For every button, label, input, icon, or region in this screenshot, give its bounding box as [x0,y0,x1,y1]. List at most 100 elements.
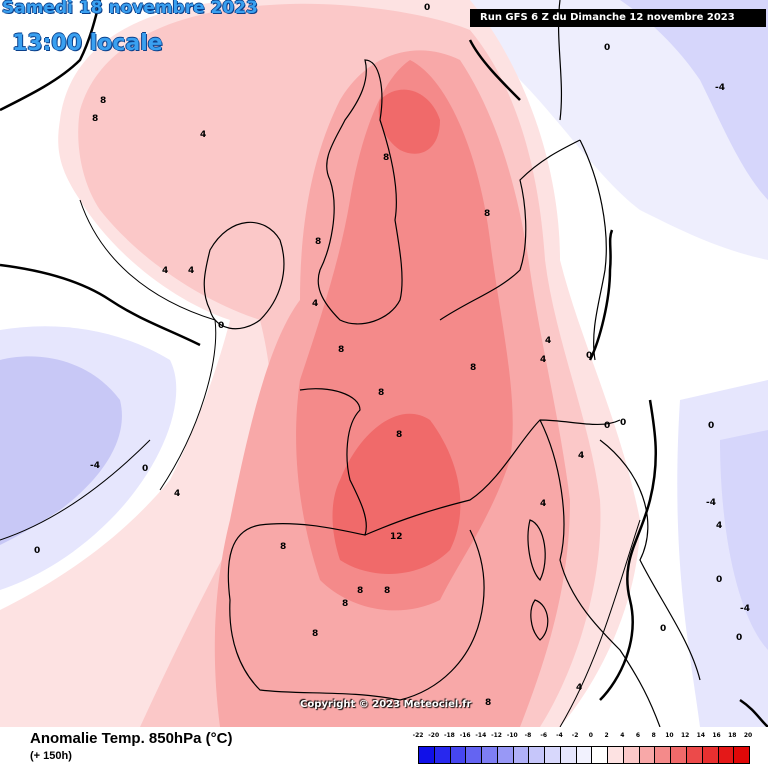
legend-swatch [608,747,624,763]
svg-text:-4: -4 [715,83,725,93]
svg-text:4: 4 [312,299,318,309]
svg-text:4: 4 [188,266,194,276]
svg-text:8: 8 [280,542,286,552]
svg-text:8: 8 [92,114,98,124]
legend-swatch [419,747,435,763]
legend-swatch [466,747,483,763]
legend-swatch [671,747,688,763]
legend-label: 20 [743,732,753,739]
svg-text:0: 0 [218,321,224,331]
svg-text:8: 8 [396,430,402,440]
svg-text:8: 8 [383,153,389,163]
legend-swatch [655,747,672,763]
color-legend: -22 -20 -18 -16 -14 -12 -10 -8 -6 -4 -2 0 2 4 6 8 10 12 14… [413,732,753,764]
forecast-time: 13:00 locale [12,31,163,56]
lead-time: (+ 150h) [30,750,72,762]
legend-label: -14 [475,732,487,739]
legend-swatch [529,747,546,763]
legend-label: -22 [412,732,424,739]
svg-text:4: 4 [200,130,206,140]
legend-swatch [560,747,577,763]
svg-text:0: 0 [424,3,430,13]
svg-text:8: 8 [342,599,348,609]
legend-label: -4 [556,732,563,739]
svg-text:4: 4 [162,266,168,276]
legend-label: 16 [712,732,721,739]
borders [0,0,768,727]
legend-swatch [639,747,656,763]
legend-label: 6 [635,732,641,739]
legend-swatch [734,747,750,763]
legend-swatch [497,747,514,763]
legend-swatch [545,747,561,763]
svg-text:12: 12 [390,532,403,542]
svg-text:8: 8 [315,237,321,247]
svg-text:8: 8 [378,388,384,398]
legend-swatch [718,747,735,763]
legend-swatch [702,747,719,763]
svg-text:-4: -4 [740,604,750,614]
svg-text:0: 0 [34,546,40,556]
legend-swatch [434,747,451,763]
svg-text:0: 0 [736,633,742,643]
legend-label: 2 [604,732,609,739]
legend-swatch [623,747,640,763]
legend-label: -2 [571,732,579,739]
svg-text:4: 4 [716,521,722,531]
svg-text:4: 4 [174,489,180,499]
legend-label: -20 [428,732,440,739]
svg-text:4: 4 [540,355,546,365]
legend-swatch [592,747,609,763]
svg-text:-4: -4 [706,498,716,508]
svg-text:0: 0 [604,421,610,431]
svg-text:0: 0 [708,421,714,431]
legend-label: 8 [651,732,656,739]
svg-text:8: 8 [470,363,476,373]
legend-label: 0 [588,732,593,739]
svg-text:8: 8 [485,698,491,708]
legend-label: -6 [540,732,548,739]
svg-text:0: 0 [142,464,148,474]
contours [0,199,641,727]
legend-swatch [687,747,703,763]
legend-label: -8 [524,732,532,739]
coastlines [203,0,701,727]
svg-text:0: 0 [716,575,722,585]
legend-label: 18 [728,732,737,739]
svg-text:8: 8 [357,586,363,596]
legend-label: -18 [444,732,455,739]
forecast-date: Samedi 18 novembre 2023 [2,0,258,18]
svg-text:8: 8 [384,586,390,596]
svg-text:8: 8 [312,629,318,639]
legend-label: -16 [459,732,471,739]
run-info: Run GFS 6 Z du Dimanche 12 novembre 2023 [470,9,766,27]
svg-text:4: 4 [576,683,582,693]
svg-text:0: 0 [604,43,610,53]
svg-text:-4: -4 [90,461,100,471]
legend-label: 12 [680,732,690,739]
legend-label: -10 [506,732,518,739]
copyright: Copyright © 2023 Meteociel.fr [300,699,472,710]
svg-text:8: 8 [338,345,344,355]
svg-text:4: 4 [578,451,584,461]
legend-swatch [482,747,498,763]
cold-area-east-core [720,430,768,650]
svg-text:0: 0 [660,624,666,634]
svg-text:0: 0 [586,351,592,361]
warm-area-scotland [378,89,440,154]
anomaly-map: 8 8 4 8 8 8 4 4 4 0 8 8 4 4 8 8 0 0 4 0 … [0,0,768,727]
contour-labels: 8 8 4 8 8 8 4 4 4 0 8 8 4 4 8 8 0 0 4 0 … [34,3,750,708]
legend-label: 14 [696,732,706,739]
cold-area-west-core [0,356,122,545]
svg-text:0: 0 [620,418,626,428]
legend-swatch [576,747,593,763]
legend-bar [418,746,750,764]
svg-text:4: 4 [540,499,546,509]
legend-label: 4 [620,732,625,739]
svg-text:8: 8 [484,209,490,219]
legend-labels: -22 -20 -18 -16 -14 -12 -10 -8 -6 -4 -2 0 2 4 6 8 10 12 14… [413,732,753,744]
warm-plume-10 [332,413,461,574]
legend-swatch [513,747,530,763]
cold-area-northeast-core [620,0,768,200]
legend-label: 10 [665,732,674,739]
